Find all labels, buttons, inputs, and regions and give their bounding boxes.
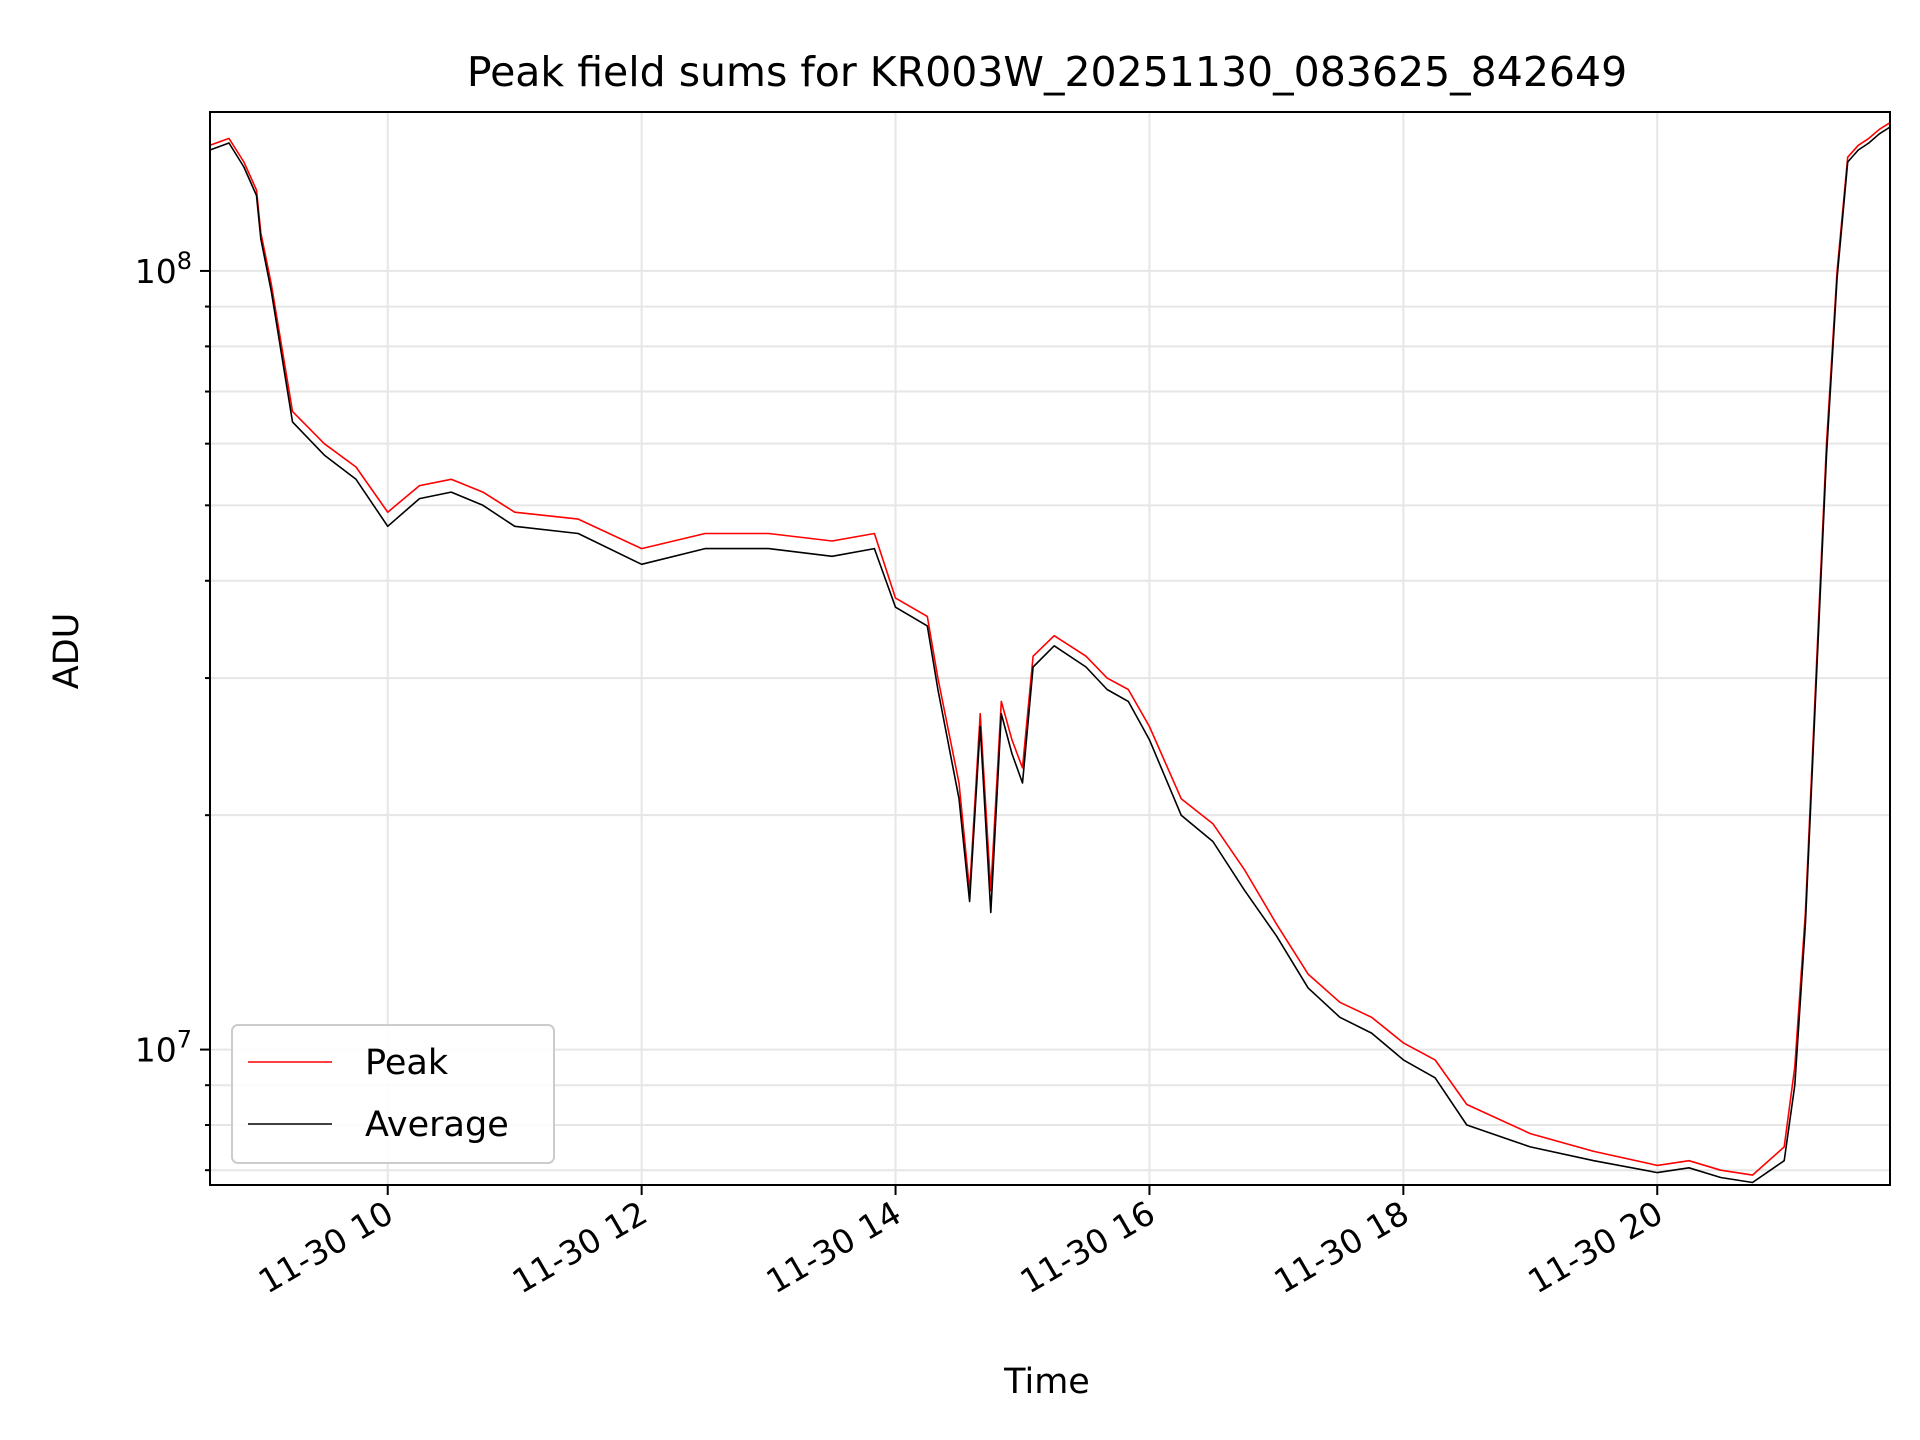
x-tick-label: 11-30 20 [1521,1193,1669,1301]
series-lines [209,122,1891,1184]
y-axis-label: ADU [47,613,87,690]
x-axis-label: Time [1003,1362,1090,1402]
x-tick-label: 11-30 18 [1267,1193,1415,1301]
x-tick-label: 11-30 16 [1013,1193,1161,1301]
x-tick-label: 11-30 12 [506,1193,654,1301]
legend: Peak Average [231,1024,555,1164]
legend-label-peak: Peak [365,1043,449,1083]
series-line-average [209,126,1891,1184]
series-line-peak [209,122,1891,1176]
x-tick-label: 11-30 14 [760,1193,908,1301]
y-tick-label: 108 [135,247,192,291]
chart-title: Peak field sums for KR003W_20251130_0836… [467,48,1627,96]
grid-lines [210,112,1890,1185]
x-tick-label: 11-30 10 [252,1193,400,1301]
legend-label-average: Average [365,1105,509,1145]
y-tick-label: 107 [135,1026,192,1070]
plot-frame [209,111,1891,1186]
legend-box [231,1024,555,1164]
